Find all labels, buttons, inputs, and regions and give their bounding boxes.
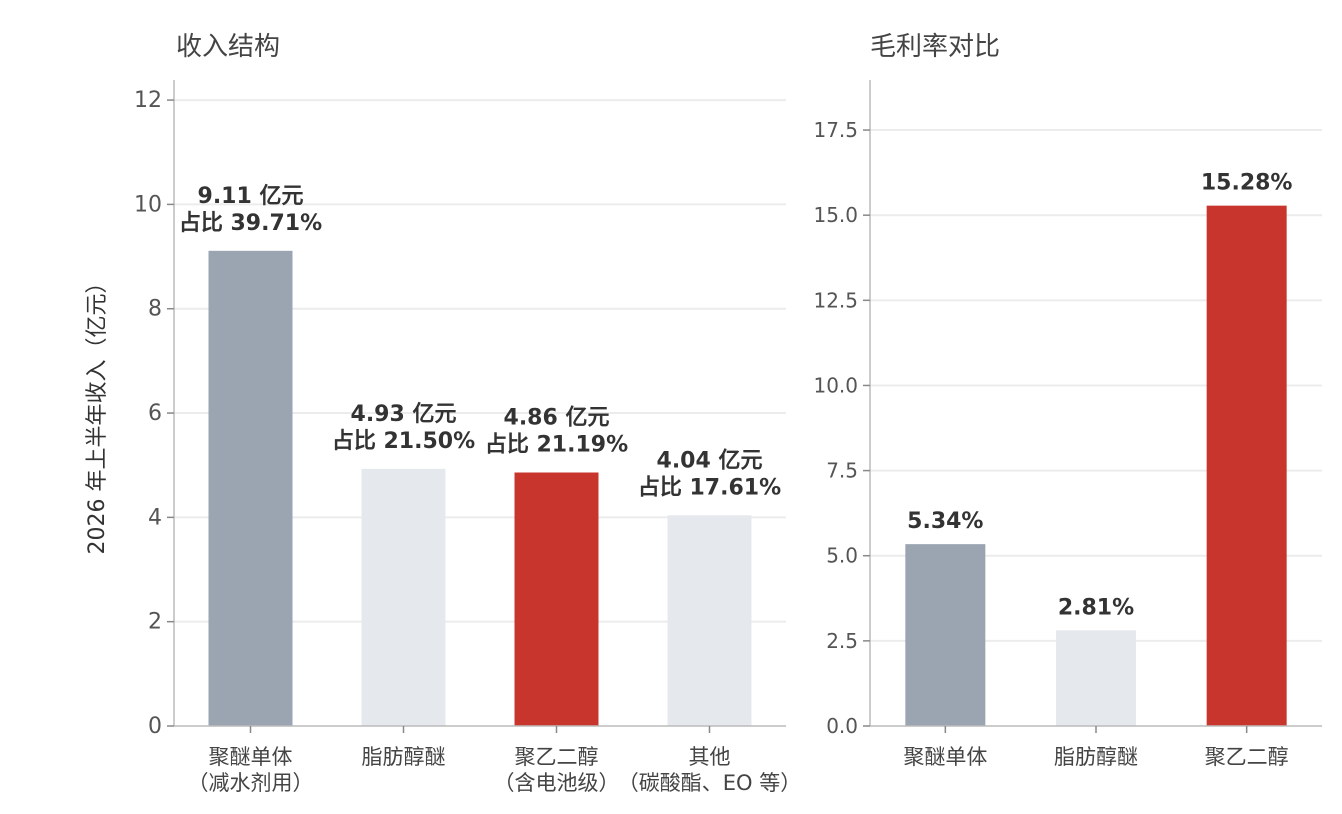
bar bbox=[361, 468, 446, 726]
y-tick-label: 10 bbox=[134, 192, 162, 217]
y-tick-label: 6 bbox=[148, 401, 162, 426]
data-label: 4.86 亿元 bbox=[504, 406, 610, 431]
y-tick-label: 0 bbox=[148, 714, 162, 739]
bar bbox=[1056, 630, 1136, 726]
chart-title: 毛利率对比 bbox=[870, 32, 1000, 62]
x-tick-label: （减水剂用） bbox=[188, 771, 314, 795]
y-tick-label: 2.5 bbox=[826, 629, 858, 653]
data-label: 占比 21.50% bbox=[332, 429, 475, 454]
y-tick-label: 0.0 bbox=[826, 714, 858, 738]
y-tick-label: 4 bbox=[148, 505, 162, 530]
x-tick-label: 脂肪醇醚 bbox=[362, 745, 446, 769]
data-label: 4.04 亿元 bbox=[657, 448, 763, 473]
x-tick-label: （碳酸酯、EO 等） bbox=[618, 771, 801, 795]
revenue-structure-chart: 收入结构 2026 年上半年收入（亿元） 0 2 4 6 8 10 12 聚醚单体（减水剂用… bbox=[85, 32, 801, 795]
data-label: 5.34% bbox=[907, 509, 983, 534]
gross-margin-chart: 毛利率对比 0.0 2.5 5.0 7.5 10.0 12.5 15.0 17.5 聚醚单体 脂… bbox=[813, 32, 1322, 769]
x-tick-label: 其他 bbox=[689, 745, 731, 769]
y-tick-label: 12.5 bbox=[813, 288, 858, 312]
data-label: 占比 17.61% bbox=[638, 475, 781, 500]
data-label: 4.93 亿元 bbox=[351, 402, 457, 427]
bars bbox=[905, 205, 1287, 726]
y-tick-label: 17.5 bbox=[813, 118, 858, 142]
bar bbox=[514, 472, 599, 726]
bar bbox=[667, 515, 752, 726]
bars bbox=[208, 250, 752, 727]
x-tick-label: 聚醚单体 bbox=[903, 745, 987, 769]
data-label: 占比 39.71% bbox=[179, 211, 322, 236]
data-label: 9.11 亿元 bbox=[198, 184, 304, 209]
y-tick-label: 15.0 bbox=[813, 203, 858, 227]
y-tick-label: 2 bbox=[148, 610, 162, 635]
x-tick-label: （含电池级） bbox=[494, 771, 620, 795]
data-labels: 5.34% 2.81% 15.28% bbox=[907, 171, 1292, 621]
y-tick-labels: 0.0 2.5 5.0 7.5 10.0 12.5 15.0 17.5 bbox=[813, 118, 870, 738]
bar bbox=[905, 544, 986, 726]
y-tick-label: 5.0 bbox=[826, 544, 858, 568]
x-tick-label: 脂肪醇醚 bbox=[1054, 745, 1138, 769]
data-label: 2.81% bbox=[1058, 595, 1134, 620]
x-tick-label: 聚醚单体 bbox=[209, 745, 293, 769]
x-tick-label: 聚乙二醇 bbox=[515, 745, 599, 769]
chart-title: 收入结构 bbox=[176, 32, 280, 62]
y-tick-labels: 0 2 4 6 8 10 12 bbox=[134, 88, 174, 739]
y-tick-label: 7.5 bbox=[826, 459, 858, 483]
x-tick-label: 聚乙二醇 bbox=[1205, 745, 1289, 769]
data-label: 占比 21.19% bbox=[485, 433, 628, 458]
y-tick-label: 12 bbox=[134, 88, 162, 113]
data-label: 15.28% bbox=[1201, 171, 1293, 196]
y-tick-label: 8 bbox=[148, 297, 162, 322]
x-tick-labels: 聚醚单体（减水剂用） 脂肪醇醚 聚乙二醇（含电池级） 其他（碳酸酯、EO 等） bbox=[188, 726, 801, 795]
y-axis-label: 2026 年上半年收入（亿元） bbox=[85, 272, 110, 555]
bar bbox=[208, 250, 293, 727]
y-tick-label: 10.0 bbox=[813, 373, 858, 397]
bar bbox=[1206, 205, 1287, 726]
x-tick-labels: 聚醚单体 脂肪醇醚 聚乙二醇 bbox=[903, 726, 1289, 769]
